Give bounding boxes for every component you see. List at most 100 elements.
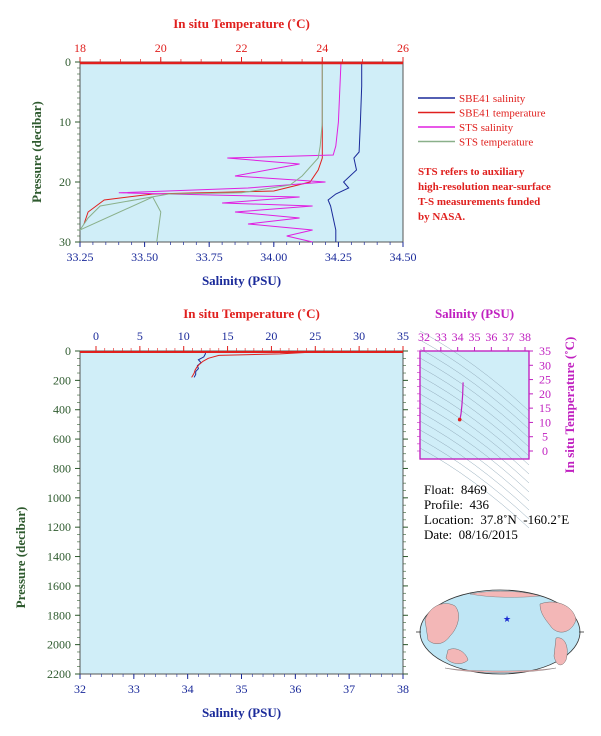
top-plot-area (79, 61, 404, 243)
bottom-sal-tick-label: 37 (343, 682, 355, 696)
inset-temp-tick-label: 10 (539, 415, 551, 429)
inset-density-contour (419, 357, 530, 439)
map-land-north-america (539, 601, 577, 633)
legend-label: SBE41 temperature (459, 108, 546, 120)
bottom-pres-tick-label: 800 (53, 461, 71, 475)
inset-plot-area (419, 350, 530, 460)
bottom-sal-tick-label: 34 (182, 682, 194, 696)
inset-density-contour (419, 438, 530, 520)
bottom-pres-tick-label: 0 (65, 344, 71, 358)
inset-density-contour (419, 411, 530, 493)
bottom-series-sbe41-temperature (191, 350, 307, 378)
bottom-sal-tick-label: 35 (236, 682, 248, 696)
top-temp-tick-label: 22 (236, 41, 248, 55)
bottom-pres-title: Pressure (decibar) (13, 507, 28, 609)
map-land-arctic (469, 591, 541, 598)
top-series-sts-temperature (78, 62, 323, 243)
bottom-pres-tick-label: 1800 (47, 608, 71, 622)
inset-temp-title: In situ Temperature (˚C) (562, 337, 577, 474)
top-series-sbe41-temperature (83, 62, 323, 225)
top-temp-title: In situ Temperature (˚C) (173, 16, 310, 31)
bottom-temp-tick-label: 35 (397, 329, 409, 343)
top-pres-tick-label: 10 (59, 115, 71, 129)
legend-note-line: STS refers to auxiliary (418, 166, 525, 178)
bottom-sal-title: Salinity (PSU) (202, 705, 281, 720)
inset-sal-title: Salinity (PSU) (435, 306, 514, 321)
top-sal-tick-label: 34.00 (260, 250, 287, 264)
top-temp-tick-label: 24 (316, 41, 328, 55)
bottom-sal-tick-label: 38 (397, 682, 409, 696)
top-pres-tick-label: 20 (59, 175, 71, 189)
legend-note-line: high-resolution near-surface (418, 181, 551, 193)
inset-sal-tick-label: 37 (502, 330, 514, 344)
inset-temp-tick-label: 30 (539, 358, 551, 372)
inset-sal-tick-label: 38 (519, 330, 531, 344)
bottom-plot-area (79, 350, 404, 675)
inset-density-contour (419, 366, 530, 448)
bottom-pres-tick-label: 1600 (47, 579, 71, 593)
inset-density-contour (419, 429, 530, 511)
float-info-panel: Float: 8469 Profile: 436 Location: 37.8˚… (424, 482, 569, 542)
bottom-temp-tick-label: 25 (309, 329, 321, 343)
bottom-pres-tick-label: 400 (53, 403, 71, 417)
bottom-temp-tick-label: 20 (265, 329, 277, 343)
legend-label: STS temperature (459, 137, 533, 149)
inset-temp-tick-label: 35 (539, 344, 551, 358)
legend-note-line: by NASA. (418, 211, 465, 223)
top-series-sts-salinity (118, 61, 342, 243)
inset-density-contour (419, 402, 530, 484)
inset-density-contour (419, 330, 530, 412)
bottom-sal-tick-label: 32 (74, 682, 86, 696)
bottom-temp-title: In situ Temperature (˚C) (183, 306, 320, 321)
inset-temp-tick-label: 5 (542, 430, 548, 444)
inset-density-contour (419, 348, 530, 430)
top-series-sbe41-salinity (327, 62, 363, 242)
legend-label: STS salinity (459, 122, 514, 134)
legend-note-line: T-S measurements funded (418, 196, 540, 208)
bottom-pres-tick-label: 200 (53, 373, 71, 387)
top-pres-tick-label: 0 (65, 55, 71, 69)
inset-density-contour (419, 393, 530, 475)
bottom-temp-tick-label: 10 (178, 329, 190, 343)
legend-label: SBE41 salinity (459, 93, 526, 105)
top-sal-tick-label: 34.25 (325, 250, 352, 264)
inset-density-contour (419, 420, 530, 502)
top-temp-tick-label: 18 (74, 41, 86, 55)
map-land-south-america (553, 637, 568, 666)
bottom-temp-tick-label: 30 (353, 329, 365, 343)
inset-density-contour (419, 447, 530, 529)
inset-sal-tick-label: 32 (418, 330, 430, 344)
inset-temp-tick-label: 0 (542, 444, 548, 458)
inset-sal-tick-label: 34 (452, 330, 464, 344)
inset-density-contour (419, 375, 530, 457)
bottom-pres-tick-label: 1400 (47, 550, 71, 564)
bottom-pres-tick-label: 2000 (47, 638, 71, 652)
date: Date: 08/16/2015 (424, 527, 518, 542)
top-temp-tick-label: 20 (155, 41, 167, 55)
inset-sal-tick-label: 33 (435, 330, 447, 344)
float-location-marker: ★ (503, 614, 511, 624)
map-land-antarctica (444, 667, 557, 673)
inset-temp-tick-label: 20 (539, 387, 551, 401)
bottom-temp-tick-label: 5 (137, 329, 143, 343)
top-temp-tick-label: 26 (397, 41, 409, 55)
bottom-pres-tick-label: 1200 (47, 520, 71, 534)
bottom-pres-tick-label: 600 (53, 432, 71, 446)
top-sal-title: Salinity (PSU) (202, 273, 281, 288)
inset-temp-tick-label: 25 (539, 373, 551, 387)
inset-sal-tick-label: 36 (485, 330, 497, 344)
world-map (416, 589, 584, 675)
bottom-sal-tick-label: 36 (289, 682, 301, 696)
location: Location: 37.8˚N -160.2˚E (424, 512, 570, 527)
inset-ts-end-marker (457, 417, 462, 422)
top-sal-tick-label: 33.25 (67, 250, 94, 264)
inset-density-contour (419, 339, 530, 421)
map-land-australia (445, 648, 469, 664)
bottom-temp-tick-label: 15 (222, 329, 234, 343)
bottom-temp-tick-label: 0 (93, 329, 99, 343)
bottom-sal-tick-label: 33 (128, 682, 140, 696)
top-sal-tick-label: 33.75 (196, 250, 223, 264)
inset-temp-tick-label: 15 (539, 401, 551, 415)
inset-sal-tick-label: 35 (469, 330, 481, 344)
